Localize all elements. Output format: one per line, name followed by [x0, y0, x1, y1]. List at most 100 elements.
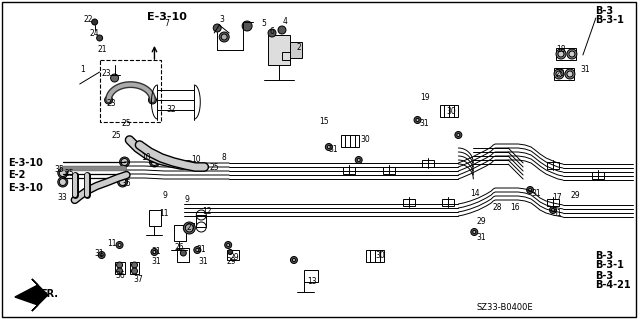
- Circle shape: [457, 133, 460, 137]
- Circle shape: [242, 21, 252, 31]
- Text: 30: 30: [446, 108, 456, 116]
- Text: 11: 11: [108, 240, 117, 249]
- Circle shape: [104, 96, 113, 104]
- Text: 31: 31: [95, 249, 104, 258]
- Bar: [290, 42, 302, 58]
- Circle shape: [180, 250, 186, 256]
- Bar: [365, 250, 383, 262]
- Text: 1: 1: [80, 65, 84, 75]
- Text: 25: 25: [111, 131, 121, 140]
- Text: 27: 27: [186, 224, 196, 233]
- Bar: [440, 105, 458, 117]
- Bar: [554, 68, 574, 80]
- Text: B-3-1: B-3-1: [595, 15, 624, 25]
- Circle shape: [221, 34, 227, 40]
- Text: B-3-1: B-3-1: [595, 260, 624, 270]
- Circle shape: [455, 131, 462, 138]
- Text: 17: 17: [552, 192, 562, 202]
- Text: 32: 32: [166, 105, 176, 114]
- Text: 9: 9: [184, 196, 189, 204]
- Circle shape: [227, 243, 230, 247]
- Circle shape: [527, 187, 534, 194]
- Circle shape: [151, 159, 158, 166]
- Bar: [547, 199, 559, 206]
- Text: B-4-21: B-4-21: [595, 280, 630, 290]
- Text: 21: 21: [98, 46, 107, 55]
- Circle shape: [552, 209, 554, 211]
- Bar: [547, 162, 559, 169]
- Circle shape: [567, 71, 573, 77]
- Bar: [304, 270, 318, 282]
- Text: 23: 23: [107, 100, 116, 108]
- Bar: [227, 250, 239, 260]
- Circle shape: [291, 256, 298, 263]
- Text: 24: 24: [90, 28, 99, 38]
- Text: B-3: B-3: [595, 271, 613, 281]
- Text: 31: 31: [552, 209, 562, 218]
- Circle shape: [118, 177, 127, 187]
- Bar: [403, 199, 415, 206]
- Text: 29: 29: [476, 218, 486, 226]
- Circle shape: [151, 249, 158, 256]
- Circle shape: [529, 189, 532, 191]
- Circle shape: [550, 206, 557, 213]
- Circle shape: [121, 159, 128, 166]
- Circle shape: [355, 157, 362, 164]
- Circle shape: [111, 74, 118, 82]
- Bar: [592, 172, 604, 179]
- Text: 35: 35: [55, 165, 65, 174]
- Text: 31: 31: [476, 233, 486, 241]
- Text: 31: 31: [196, 246, 206, 255]
- Circle shape: [556, 71, 562, 77]
- Text: 2: 2: [297, 43, 301, 53]
- Text: 29: 29: [226, 257, 236, 266]
- Text: 4: 4: [283, 18, 288, 26]
- Circle shape: [58, 177, 68, 187]
- Circle shape: [357, 159, 360, 161]
- Text: 9: 9: [163, 191, 167, 201]
- Circle shape: [58, 168, 68, 178]
- Polygon shape: [15, 279, 48, 311]
- Bar: [177, 248, 189, 262]
- Text: 31: 31: [329, 145, 339, 154]
- Text: 11: 11: [159, 210, 169, 219]
- Text: 3: 3: [220, 16, 224, 25]
- Text: 8: 8: [221, 153, 226, 162]
- Circle shape: [565, 69, 575, 79]
- Circle shape: [196, 249, 199, 251]
- Circle shape: [153, 250, 156, 254]
- Text: 20: 20: [556, 69, 566, 78]
- Text: FR.: FR.: [40, 289, 58, 299]
- Circle shape: [186, 224, 193, 232]
- Circle shape: [98, 251, 105, 258]
- Circle shape: [116, 241, 123, 249]
- Text: B-3: B-3: [595, 6, 613, 16]
- Circle shape: [116, 262, 122, 268]
- Text: 10: 10: [191, 154, 201, 164]
- Circle shape: [213, 24, 221, 32]
- Bar: [129, 262, 140, 274]
- Text: 25: 25: [65, 169, 74, 179]
- Text: B-3: B-3: [595, 251, 613, 261]
- Circle shape: [183, 222, 195, 234]
- Bar: [282, 52, 290, 60]
- Text: 28: 28: [492, 203, 502, 211]
- Text: 19: 19: [420, 93, 430, 102]
- Circle shape: [278, 26, 286, 34]
- Bar: [556, 48, 576, 60]
- Text: SZ33-B0400E: SZ33-B0400E: [476, 303, 533, 313]
- Circle shape: [119, 179, 126, 186]
- Text: 23: 23: [102, 70, 111, 78]
- Circle shape: [148, 96, 156, 104]
- Circle shape: [132, 268, 138, 274]
- Circle shape: [118, 243, 121, 247]
- Text: 31: 31: [531, 189, 541, 198]
- Text: E-3-10: E-3-10: [8, 158, 43, 168]
- Circle shape: [558, 51, 564, 57]
- Text: 35: 35: [122, 180, 131, 189]
- Text: 25: 25: [122, 120, 131, 129]
- Text: 13: 13: [307, 278, 317, 286]
- Circle shape: [471, 228, 478, 235]
- Text: 15: 15: [319, 117, 328, 127]
- Circle shape: [220, 32, 229, 42]
